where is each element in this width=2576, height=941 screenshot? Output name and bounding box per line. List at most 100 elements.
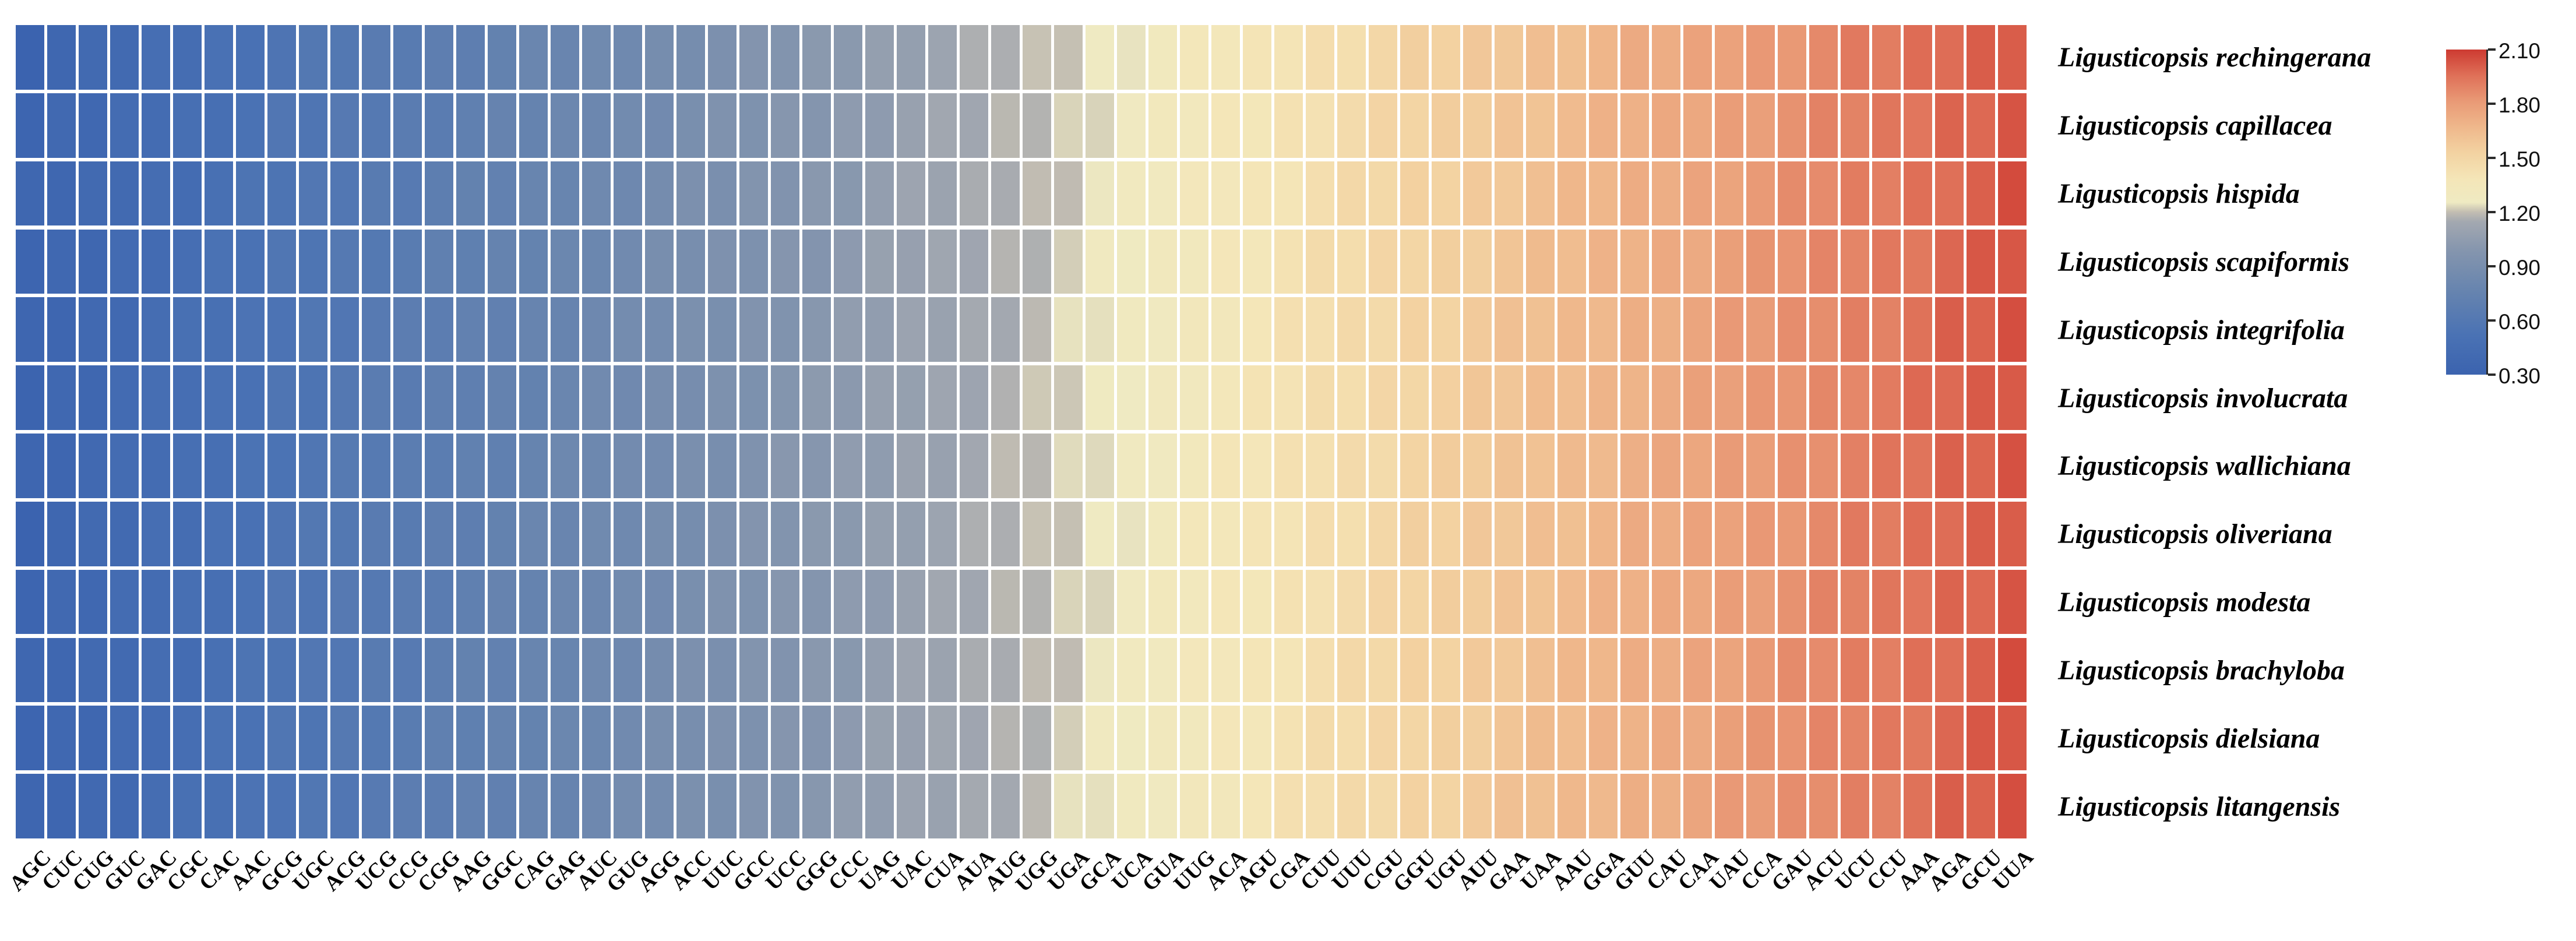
- heatmap-cell: [1054, 25, 1083, 90]
- heatmap-cell: [1117, 297, 1146, 362]
- heatmap-cell: [1778, 161, 1806, 226]
- heatmap-cell: [79, 637, 107, 703]
- heatmap-cell: [1180, 365, 1208, 430]
- heatmap-cell: [456, 569, 485, 635]
- heatmap-cell: [645, 569, 674, 635]
- heatmap-cell: [960, 297, 988, 362]
- heatmap-cell: [1463, 93, 1492, 158]
- heatmap-cell: [1211, 637, 1240, 703]
- heatmap-cell: [299, 229, 327, 294]
- heatmap-cell: [1589, 297, 1618, 362]
- heatmap-cell: [1180, 25, 1208, 90]
- heatmap-cell: [645, 637, 674, 703]
- heatmap-cell: [1935, 501, 1964, 566]
- heatmap-cell: [236, 93, 265, 158]
- heatmap-cell: [1589, 706, 1618, 771]
- heatmap-cell: [1211, 297, 1240, 362]
- heatmap-cell: [1023, 297, 1051, 362]
- heatmap-cell: [330, 161, 359, 226]
- heatmap-cell: [1400, 637, 1429, 703]
- heatmap-cell: [739, 229, 768, 294]
- heatmap-cell: [1872, 706, 1901, 771]
- heatmap-cell: [1778, 25, 1806, 90]
- heatmap-cell: [1998, 297, 2027, 362]
- heatmap-cell: [645, 501, 674, 566]
- heatmap-cell: [771, 93, 799, 158]
- heatmap-cell: [1117, 365, 1146, 430]
- heatmap-cell: [1054, 161, 1083, 226]
- heatmap-cell: [582, 365, 611, 430]
- heatmap-cell: [1495, 365, 1523, 430]
- heatmap-cell: [1306, 706, 1334, 771]
- heatmap-cell: [1369, 297, 1397, 362]
- heatmap-cell: [1557, 501, 1586, 566]
- heatmap-cell: [1967, 25, 1995, 90]
- heatmap-cell: [1495, 93, 1523, 158]
- heatmap-cell: [16, 297, 44, 362]
- heatmap-cell: [1400, 297, 1429, 362]
- heatmap-cell: [362, 434, 390, 498]
- heatmap-cell: [1526, 93, 1555, 158]
- species-label: Ligusticopsis litangensis: [2058, 791, 2341, 822]
- heatmap-cell: [1400, 501, 1429, 566]
- heatmap-cell: [1211, 501, 1240, 566]
- heatmap-cell: [519, 774, 548, 838]
- heatmap-cell: [1557, 229, 1586, 294]
- heatmap-cell: [1086, 706, 1114, 771]
- heatmap-cell: [1998, 501, 2027, 566]
- heatmap-cell: [1243, 774, 1271, 838]
- species-label: Ligusticopsis rechingerana: [2058, 42, 2371, 73]
- heatmap-cell: [928, 229, 957, 294]
- heatmap-cell: [47, 569, 76, 635]
- heatmap-cell: [834, 706, 862, 771]
- heatmap-cell: [739, 25, 768, 90]
- heatmap-cell: [771, 161, 799, 226]
- heatmap-cell: [582, 501, 611, 566]
- heatmap-cell: [205, 434, 233, 498]
- heatmap-cell: [1243, 501, 1271, 566]
- heatmap-cell: [1998, 706, 2027, 771]
- heatmap-cell: [173, 774, 202, 838]
- heatmap-cell: [1180, 93, 1208, 158]
- heatmap-cell: [393, 569, 422, 635]
- heatmap-cell: [1620, 637, 1649, 703]
- heatmap-cell: [456, 161, 485, 226]
- heatmap-cell: [1809, 637, 1838, 703]
- heatmap-cell: [393, 434, 422, 498]
- colorbar-tick-label: 0.30: [2499, 364, 2541, 388]
- heatmap-cell: [1526, 501, 1555, 566]
- colorbar: 2.10 1.80 1.50 1.20 0.90 0.60 0.30: [2446, 40, 2540, 387]
- heatmap-cell: [1495, 569, 1523, 635]
- heatmap-cell: [614, 93, 642, 158]
- heatmap-cell: [1086, 637, 1114, 703]
- heatmap-cell: [236, 501, 265, 566]
- heatmap-cell: [928, 25, 957, 90]
- heatmap-cell: [582, 637, 611, 703]
- species-label: Ligusticopsis involucrata: [2058, 382, 2348, 414]
- heatmap-cell: [236, 297, 265, 362]
- heatmap-cell: [393, 297, 422, 362]
- heatmap-cell: [1306, 434, 1334, 498]
- colorbar-tick-label: 1.80: [2499, 93, 2541, 117]
- heatmap-cell: [928, 637, 957, 703]
- heatmap-cell: [771, 365, 799, 430]
- heatmap-cell: [865, 774, 894, 838]
- heatmap-cell: [1589, 774, 1618, 838]
- heatmap-cell: [708, 229, 736, 294]
- heatmap-cell: [47, 93, 76, 158]
- heatmap-cell: [928, 365, 957, 430]
- heatmap-cell: [1557, 706, 1586, 771]
- heatmap-cell: [1998, 569, 2027, 635]
- heatmap-cell: [1148, 365, 1177, 430]
- heatmap-cell: [1715, 569, 1743, 635]
- heatmap-cell: [79, 297, 107, 362]
- heatmap-cell: [362, 297, 390, 362]
- heatmap-cell: [1495, 774, 1523, 838]
- heatmap-cell: [79, 434, 107, 498]
- heatmap-cell: [488, 774, 516, 838]
- heatmap-cell: [393, 637, 422, 703]
- heatmap-cell: [16, 161, 44, 226]
- heatmap-cell: [960, 637, 988, 703]
- heatmap-cell: [1432, 161, 1460, 226]
- heatmap-cell: [47, 229, 76, 294]
